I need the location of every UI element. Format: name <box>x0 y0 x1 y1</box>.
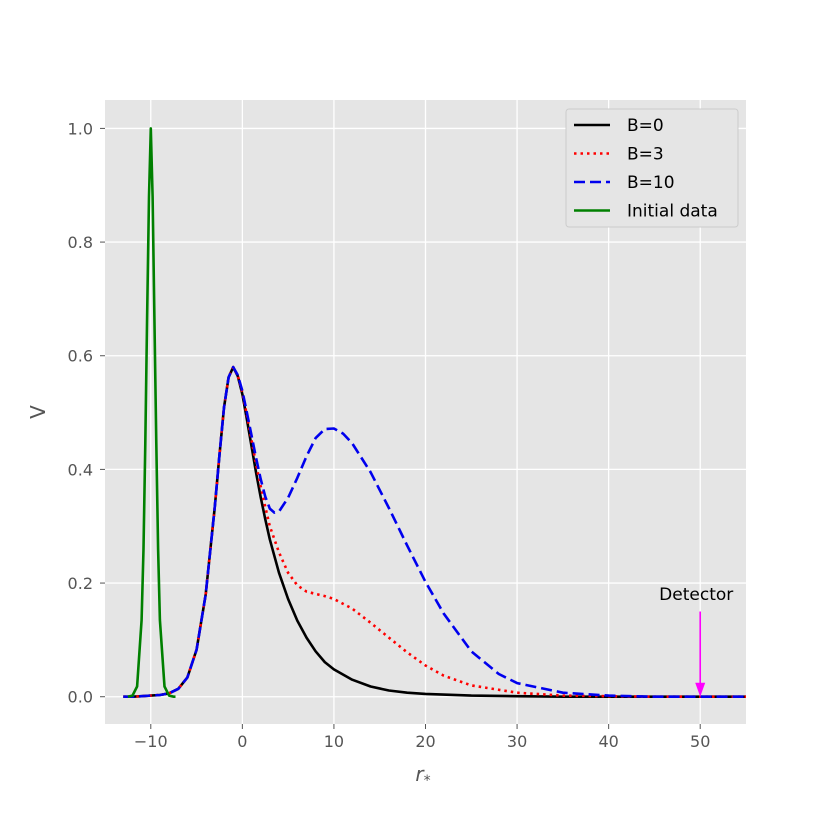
series-line-b10 <box>123 365 746 699</box>
y-tick-label: 1.0 <box>68 119 93 138</box>
detector-arrow-head-icon <box>695 682 706 697</box>
legend-label: B=0 <box>627 116 664 136</box>
x-tick-label: −10 <box>134 732 168 751</box>
y-tick-label: 0.6 <box>68 347 93 366</box>
legend-items: B=0 B=3 B=10 Initial data <box>574 116 718 222</box>
x-tick-label: 40 <box>598 732 618 751</box>
legend: B=0 B=3 B=10 Initial data <box>565 108 739 228</box>
x-tick-label: 20 <box>415 732 435 751</box>
legend-frame <box>565 108 739 228</box>
x-axis-label-main: r <box>415 762 425 786</box>
y-tick-label: 0.4 <box>68 460 93 479</box>
series-lines <box>123 127 746 699</box>
x-axis-label-subscript: * <box>424 773 431 789</box>
y-tick-label: 0.0 <box>68 688 93 707</box>
y-axis-label: V <box>26 405 50 419</box>
legend-label: Initial data <box>627 202 718 222</box>
y-tick-label: 0.2 <box>68 574 93 593</box>
detector-label: Detector <box>659 585 733 605</box>
x-tick-label: 50 <box>690 732 710 751</box>
y-tick-label: 0.8 <box>68 233 93 252</box>
x-axis-ticks: −10 0 10 20 30 40 50 <box>134 724 710 751</box>
x-tick-label: 30 <box>507 732 527 751</box>
y-axis-ticks: 0.0 0.2 0.4 0.6 0.8 1.0 <box>68 119 105 707</box>
series-line-initial-data <box>127 127 176 699</box>
legend-label: B=10 <box>627 173 675 193</box>
series-line-b3 <box>123 365 746 699</box>
x-axis-label: r* <box>415 762 430 789</box>
x-tick-label: 10 <box>324 732 344 751</box>
detector-annotation: Detector <box>659 585 733 697</box>
legend-label: B=3 <box>627 145 664 165</box>
x-tick-label: 0 <box>237 732 247 751</box>
